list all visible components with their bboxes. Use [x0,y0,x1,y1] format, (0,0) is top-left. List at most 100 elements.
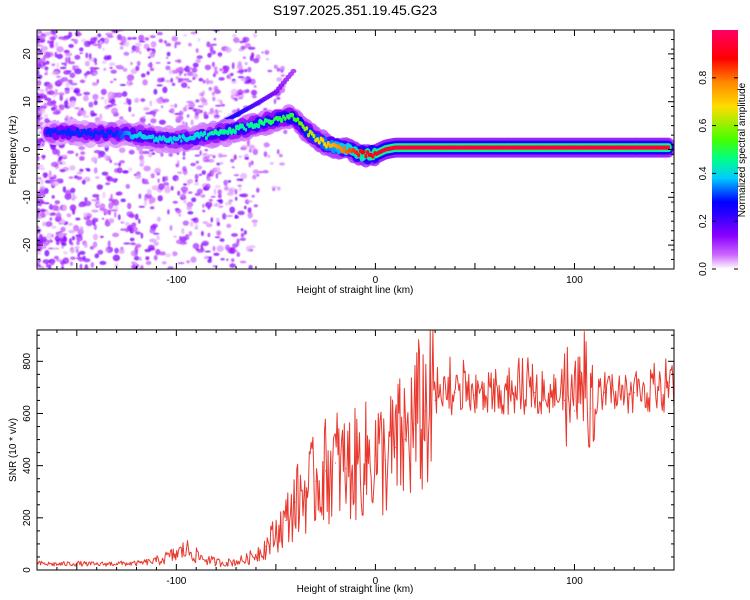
noise-blob [201,101,208,106]
noise-blob [180,186,189,192]
noise-blob [167,61,171,64]
y-tick-label: 200 [22,509,33,526]
noise-blob [242,56,247,59]
noise-blob [177,262,185,265]
noise-blob [126,74,135,81]
noise-blob [94,61,98,66]
noise-blob [204,64,212,71]
noise-blob [187,191,193,194]
noise-blob [37,198,44,203]
noise-blob [165,56,169,59]
noise-blob [233,37,240,43]
noise-blob [83,72,88,77]
noise-blob [64,52,73,57]
spectrogram-ylabel: Frequency (Hz) [8,116,19,185]
noise-blob [205,223,213,228]
noise-blob [63,251,68,255]
noise-blob [113,112,120,115]
ridge-blob [233,129,237,135]
noise-blob [134,174,142,180]
noise-blob [96,184,104,190]
y-tick-label: 600 [22,405,33,422]
noise-blob [163,182,170,186]
noise-blob [92,241,98,248]
noise-blob [278,153,283,158]
noise-blob [168,266,172,269]
noise-blob [164,253,172,258]
noise-blob [201,170,206,175]
noise-blob [236,252,241,257]
noise-blob [45,262,49,268]
noise-blob [54,88,58,96]
noise-blob [119,160,125,164]
noise-blob [103,153,109,160]
noise-blob [228,199,232,206]
noise-blob [76,248,79,254]
noise-blob [214,236,221,239]
noise-blob [114,263,119,269]
noise-blob [67,61,76,65]
noise-blob [267,69,273,73]
noise-blob [158,183,165,190]
noise-blob [56,178,64,184]
noise-blob [190,119,194,126]
ridge-blob [63,129,67,134]
spectrogram-main-ridge [41,104,674,168]
colorbar-ticks: 0.0 0.2 0.4 0.6 0.8 [698,70,738,276]
noise-blob [226,223,232,228]
noise-blob [210,195,216,198]
noise-blob [180,236,187,243]
noise-blob [97,33,102,38]
noise-blob [232,97,237,100]
noise-blob [186,260,191,264]
snr-point [175,553,177,555]
noise-blob [230,158,235,163]
noise-blob [225,244,230,251]
noise-blob [70,261,73,266]
noise-blob [200,92,204,97]
noise-blob [213,203,218,207]
noise-blob [130,250,137,257]
noise-blob [110,98,116,105]
ridge-blob [339,146,343,151]
noise-blob [119,116,124,120]
noise-blob [48,90,55,96]
noise-blob [143,107,150,111]
snr-point [56,563,58,565]
noise-blob [74,54,81,60]
snr-point [285,519,287,522]
noise-blob [91,113,98,117]
noise-blob [195,58,201,64]
noise-blob [200,97,206,103]
snr-point [325,470,327,472]
snr-point [335,462,337,464]
noise-blob [129,82,134,85]
noise-blob [280,65,285,71]
noise-blob [52,111,61,115]
noise-blob [113,211,117,218]
ridge-blob [84,131,88,136]
ridge-blob [256,123,261,129]
noise-blob [100,235,104,239]
noise-blob [174,44,177,49]
noise-blob [207,178,211,181]
ridge-blob [65,132,69,136]
noise-blob [68,176,74,179]
noise-blob [152,232,160,235]
y-tick-label: 800 [22,353,33,370]
noise-blob [214,66,217,72]
noise-blob [105,218,109,224]
noise-blob [207,172,212,177]
noise-blob [215,173,219,179]
noise-blob [191,67,198,73]
noise-blob [216,98,221,103]
noise-blob [192,77,196,80]
noise-blob [167,209,170,215]
noise-blob [41,236,47,242]
noise-blob [160,105,164,108]
noise-blob [153,109,159,112]
noise-blob [37,44,43,47]
noise-blob [192,73,198,79]
noise-blob [149,228,156,234]
noise-blob [210,50,217,55]
